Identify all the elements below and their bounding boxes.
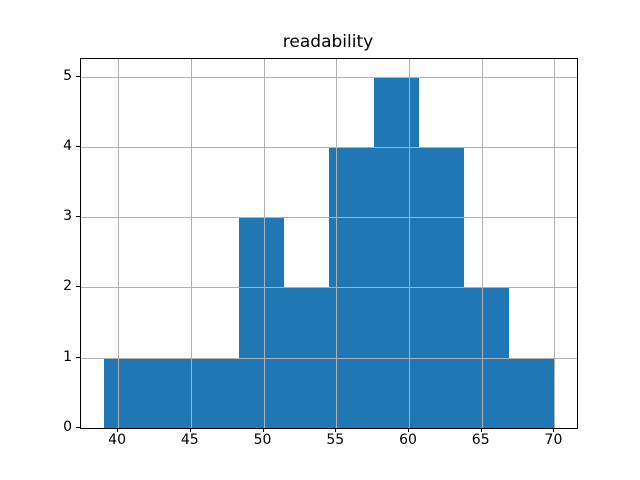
y-tick-label: 3 (63, 208, 72, 225)
histogram-bar (148, 357, 194, 428)
y-tick (76, 75, 80, 77)
histogram-bar (509, 357, 555, 428)
histogram-bar (193, 357, 239, 428)
y-tick (76, 286, 80, 288)
x-gridline (263, 59, 265, 428)
x-tick (189, 428, 191, 432)
x-gridline (481, 59, 483, 428)
x-tick (117, 428, 119, 432)
histogram-bar (238, 217, 284, 428)
histogram-bar (419, 146, 465, 428)
y-tick (76, 356, 80, 358)
x-gridline (336, 59, 338, 428)
histogram-bar (374, 76, 420, 428)
y-tick-label: 5 (63, 67, 72, 84)
x-gridline (118, 59, 120, 428)
x-tick-label: 65 (471, 432, 490, 448)
x-tick (480, 428, 482, 432)
x-tick-label: 55 (326, 432, 345, 448)
y-tick-label: 4 (63, 137, 72, 154)
x-tick (553, 428, 555, 432)
plot-area (80, 58, 578, 429)
x-gridline (190, 59, 192, 428)
y-gridline (81, 217, 577, 219)
chart-title: readability (282, 32, 374, 52)
y-tick-label: 2 (63, 278, 72, 295)
x-tick-label: 60 (399, 432, 417, 448)
y-gridline (81, 428, 577, 429)
x-tick (335, 428, 337, 432)
x-tick-label: 50 (253, 432, 272, 448)
y-gridline (81, 357, 577, 359)
x-tick-label: 40 (108, 432, 126, 448)
x-tick-label: 45 (180, 432, 199, 448)
x-tick (262, 428, 264, 432)
y-tick-label: 1 (63, 348, 72, 365)
y-tick (76, 427, 80, 428)
x-gridline (554, 59, 556, 428)
y-tick-label: 0 (63, 419, 72, 435)
y-gridline (81, 76, 577, 78)
histogram-bar (103, 357, 149, 428)
x-tick-label: 70 (544, 432, 563, 448)
y-tick (76, 216, 80, 218)
x-gridline (409, 59, 410, 428)
x-tick (408, 428, 409, 432)
y-tick (76, 145, 80, 147)
y-gridline (81, 287, 577, 289)
y-gridline (81, 146, 577, 148)
